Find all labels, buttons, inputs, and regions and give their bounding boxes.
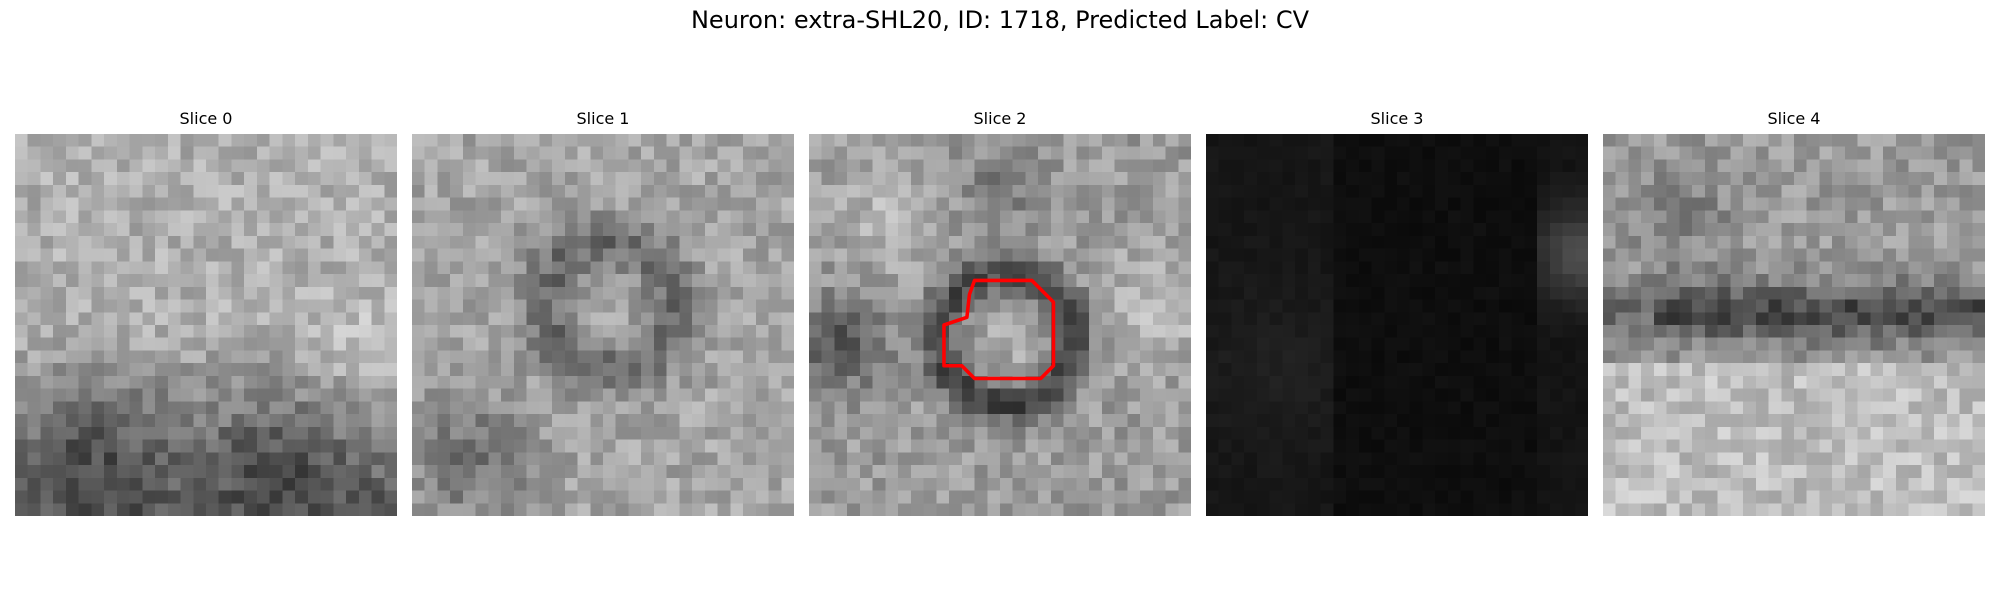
slice-title-2: Slice 2 <box>973 109 1027 128</box>
slice-title-4: Slice 4 <box>1767 109 1821 128</box>
figure-title: Neuron: extra-SHL20, ID: 1718, Predicted… <box>690 6 1310 34</box>
slice-panel-4: Slice 4 <box>1603 108 1985 516</box>
slice-image-1 <box>412 134 794 516</box>
slice-image-2 <box>809 134 1191 516</box>
slice-image-0 <box>15 134 397 516</box>
slice-panel-1: Slice 1 <box>412 108 794 516</box>
slice-image-4 <box>1603 134 1985 516</box>
slice-title-0: Slice 0 <box>179 109 233 128</box>
slice-image-3 <box>1206 134 1588 516</box>
slice-panel-2: Slice 2 <box>809 108 1191 516</box>
slice-panel-3: Slice 3 <box>1206 108 1588 516</box>
slice-title-3: Slice 3 <box>1370 109 1424 128</box>
roi-contour <box>942 278 1056 381</box>
slice-title-1: Slice 1 <box>576 109 630 128</box>
slice-panel-0: Slice 0 <box>15 108 397 516</box>
